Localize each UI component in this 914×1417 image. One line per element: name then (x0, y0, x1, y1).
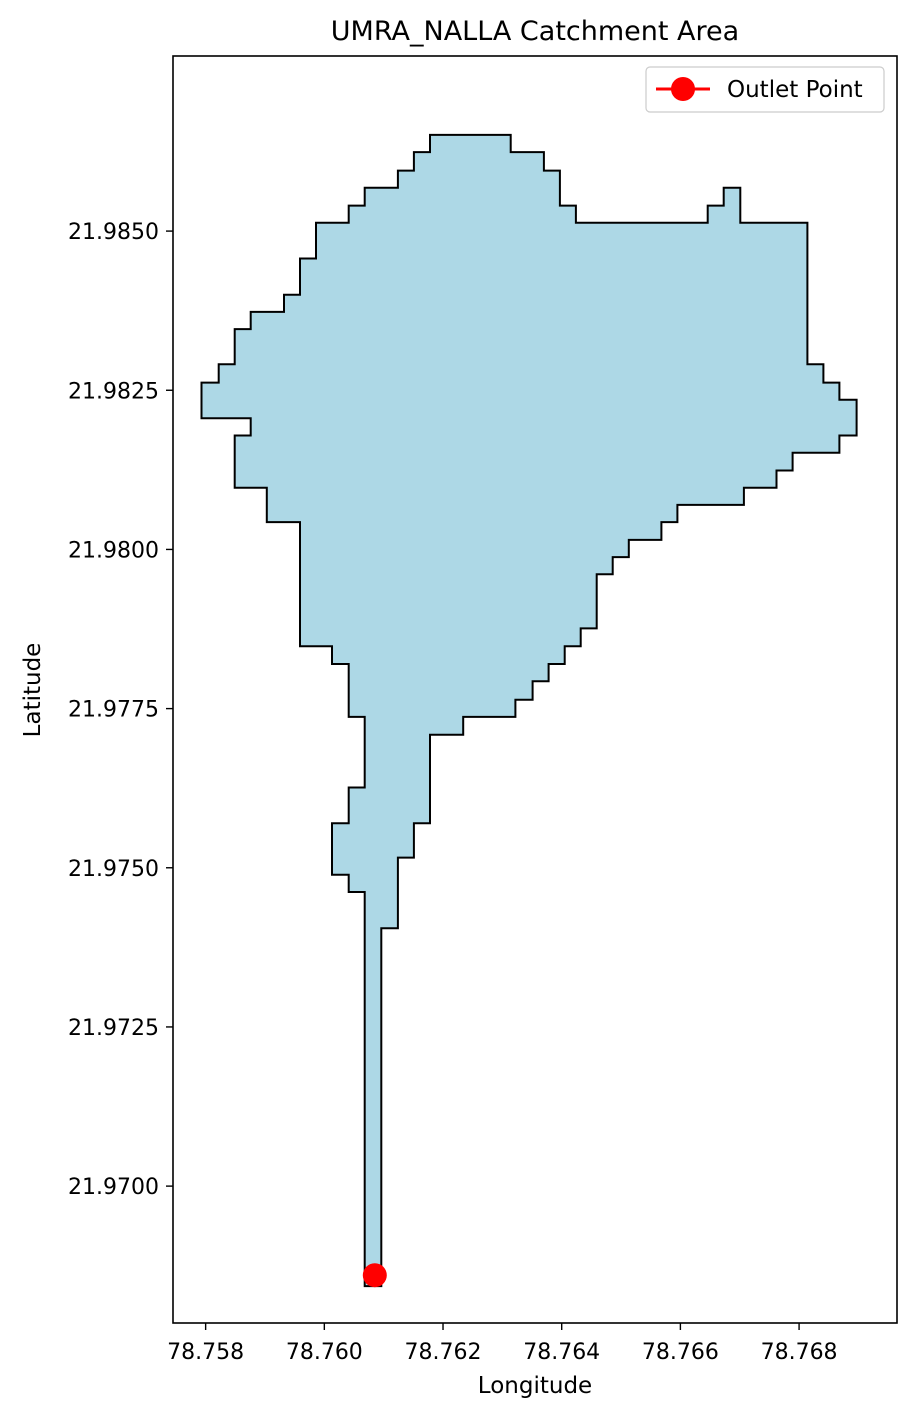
y-tick-label: 21.9725 (68, 1016, 159, 1041)
y-axis: 21.9700 21.9725 21.9750 21.9775 21.9800 21.98… (68, 220, 173, 1200)
y-tick-label: 21.9750 (68, 857, 159, 882)
x-tick-label: 78.760 (286, 1340, 363, 1365)
chart-title: UMRA_NALLA Catchment Area (331, 16, 739, 47)
y-tick-label: 21.9825 (68, 379, 159, 404)
y-tick-label: 21.9800 (68, 538, 159, 563)
y-axis-label: Latitude (20, 643, 46, 738)
x-tick-label: 78.768 (761, 1340, 838, 1365)
x-tick-label: 78.762 (405, 1340, 482, 1365)
legend-marker (671, 77, 695, 101)
y-tick-label: 21.9700 (68, 1175, 159, 1200)
y-tick-label: 21.9775 (68, 698, 159, 723)
axes-frame (172, 55, 898, 1324)
catchment-polygon (200, 133, 858, 1288)
legend: Outlet Point (645, 66, 885, 113)
outlet-point-marker (362, 1263, 387, 1288)
x-axis: 78.758 78.760 78.762 78.764 78.766 78.768 (167, 1323, 838, 1365)
x-tick-label: 78.766 (642, 1340, 719, 1365)
y-tick-label: 21.9850 (68, 220, 159, 245)
x-axis-label: Longitude (478, 1373, 592, 1399)
legend-box (645, 66, 885, 113)
x-tick-label: 78.764 (523, 1340, 600, 1365)
legend-label: Outlet Point (727, 77, 863, 103)
plot-area (200, 133, 858, 1288)
x-tick-label: 78.758 (167, 1340, 244, 1365)
